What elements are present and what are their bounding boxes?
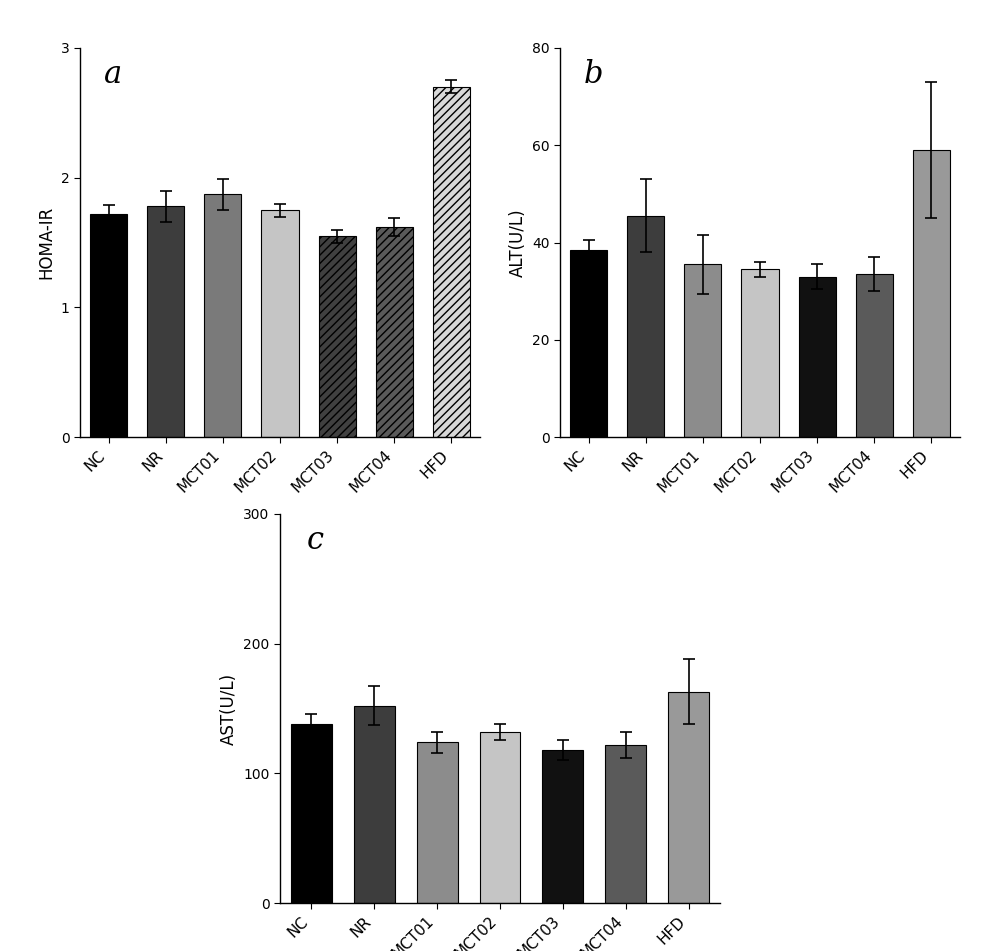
- Bar: [668, 691, 709, 903]
- Y-axis label: AST(U/L): AST(U/L): [220, 672, 238, 745]
- Bar: [684, 264, 721, 437]
- Bar: [376, 227, 413, 437]
- Bar: [319, 236, 356, 437]
- Text: b: b: [584, 59, 604, 90]
- Bar: [90, 214, 127, 437]
- Y-axis label: HOMA-IR: HOMA-IR: [37, 205, 55, 280]
- Bar: [913, 150, 950, 437]
- Y-axis label: ALT(U/L): ALT(U/L): [508, 208, 526, 277]
- Bar: [542, 750, 583, 903]
- Bar: [147, 206, 184, 437]
- Bar: [799, 277, 836, 437]
- Bar: [433, 87, 470, 437]
- Bar: [741, 269, 779, 437]
- Text: c: c: [306, 525, 324, 556]
- Bar: [627, 216, 664, 437]
- Text: a: a: [104, 59, 122, 90]
- Bar: [480, 732, 520, 903]
- Bar: [204, 194, 241, 437]
- Bar: [417, 743, 458, 903]
- Bar: [856, 274, 893, 437]
- Bar: [261, 210, 299, 437]
- Bar: [570, 250, 607, 437]
- Bar: [291, 724, 332, 903]
- Bar: [354, 706, 395, 903]
- Bar: [605, 745, 646, 903]
